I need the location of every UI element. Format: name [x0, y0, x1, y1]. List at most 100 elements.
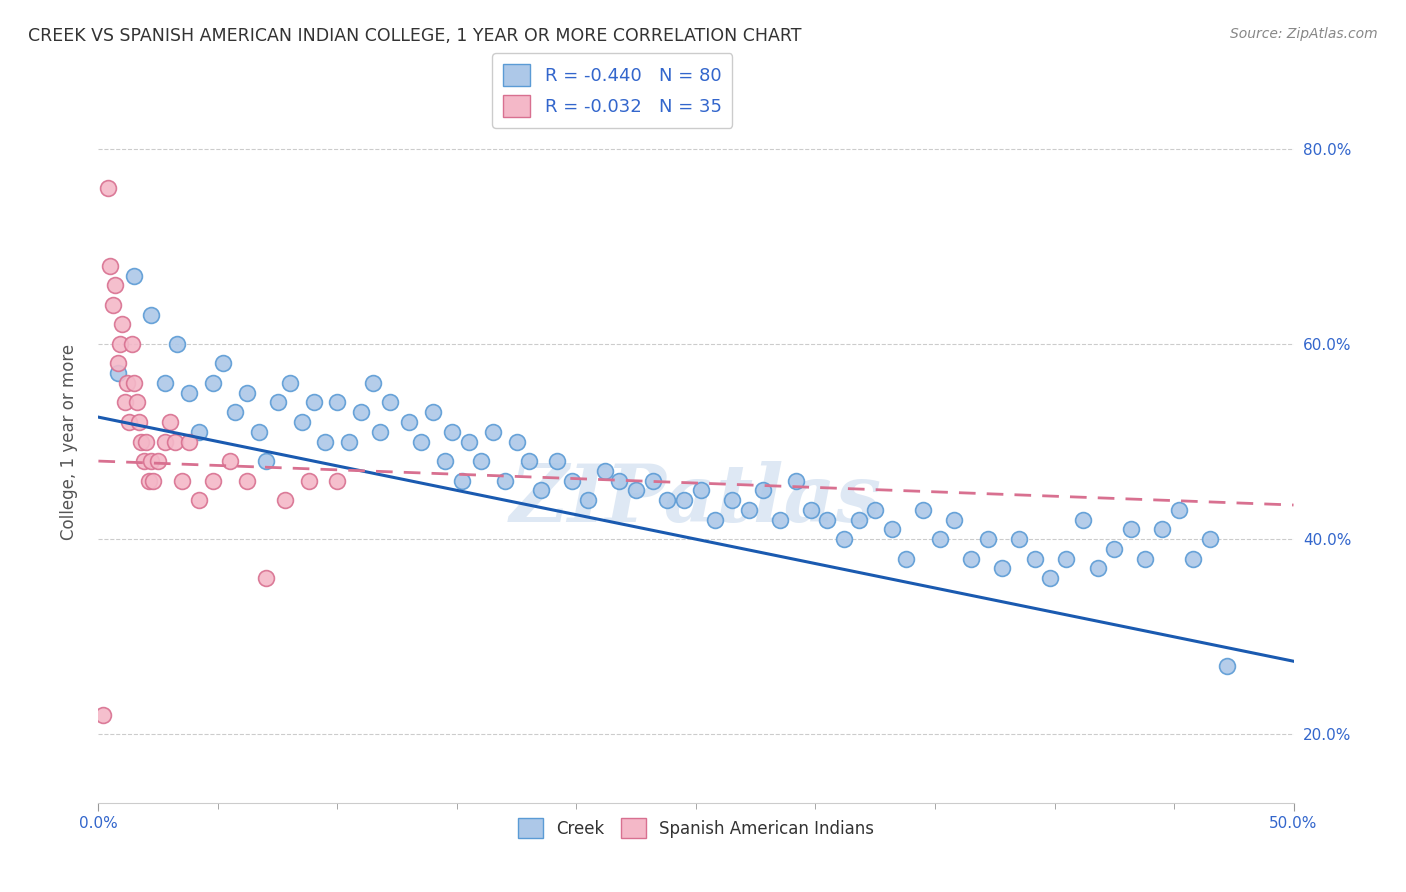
Point — [609, 474, 631, 488]
Point — [202, 376, 225, 390]
Point — [224, 405, 246, 419]
Point — [326, 395, 349, 409]
Point — [960, 551, 983, 566]
Point — [1152, 523, 1174, 537]
Point — [187, 493, 209, 508]
Point — [135, 434, 157, 449]
Point — [1104, 541, 1126, 556]
Point — [148, 454, 170, 468]
Point — [1071, 513, 1094, 527]
Point — [254, 454, 277, 468]
Point — [1215, 659, 1237, 673]
Point — [450, 474, 472, 488]
Point — [481, 425, 505, 439]
Point — [517, 454, 540, 468]
Point — [142, 474, 165, 488]
Point — [657, 493, 679, 508]
Point — [350, 405, 373, 419]
Point — [339, 434, 361, 449]
Point — [785, 474, 807, 488]
Point — [768, 513, 790, 527]
Point — [1182, 551, 1205, 566]
Point — [235, 474, 257, 488]
Point — [530, 483, 553, 498]
Point — [1199, 532, 1222, 546]
Point — [111, 318, 134, 332]
Point — [131, 434, 153, 449]
Point — [848, 513, 870, 527]
Point — [1135, 551, 1157, 566]
Point — [673, 493, 696, 508]
Point — [422, 405, 444, 419]
Point — [125, 395, 148, 409]
Point — [274, 493, 297, 508]
Point — [1039, 571, 1062, 585]
Point — [561, 474, 583, 488]
Point — [593, 464, 616, 478]
Point — [411, 434, 433, 449]
Point — [97, 180, 120, 194]
Legend: Creek, Spanish American Indians: Creek, Spanish American Indians — [510, 812, 882, 845]
Point — [267, 395, 290, 409]
Point — [163, 434, 186, 449]
Point — [546, 454, 568, 468]
Point — [107, 356, 129, 370]
Point — [494, 474, 516, 488]
Point — [326, 474, 349, 488]
Point — [107, 366, 129, 380]
Point — [298, 474, 321, 488]
Point — [1056, 551, 1078, 566]
Text: CREEK VS SPANISH AMERICAN INDIAN COLLEGE, 1 YEAR OR MORE CORRELATION CHART: CREEK VS SPANISH AMERICAN INDIAN COLLEGE… — [28, 27, 801, 45]
Point — [121, 337, 143, 351]
Point — [441, 425, 464, 439]
Point — [752, 483, 775, 498]
Point — [118, 415, 141, 429]
Point — [202, 474, 225, 488]
Point — [1008, 532, 1031, 546]
Point — [911, 503, 934, 517]
Point — [1024, 551, 1046, 566]
Point — [398, 415, 420, 429]
Point — [211, 356, 233, 370]
Point — [943, 513, 966, 527]
Point — [254, 571, 277, 585]
Point — [370, 425, 392, 439]
Point — [132, 454, 155, 468]
Point — [832, 532, 855, 546]
Point — [247, 425, 270, 439]
Point — [880, 523, 903, 537]
Point — [138, 474, 160, 488]
Point — [155, 434, 177, 449]
Point — [278, 376, 301, 390]
Point — [458, 434, 481, 449]
Point — [302, 395, 325, 409]
Point — [865, 503, 887, 517]
Point — [506, 434, 529, 449]
Point — [91, 707, 114, 722]
Point — [896, 551, 918, 566]
Point — [626, 483, 648, 498]
Point — [291, 415, 314, 429]
Point — [315, 434, 337, 449]
Point — [114, 395, 136, 409]
Text: ZIPatlas: ZIPatlas — [510, 460, 882, 538]
Point — [737, 503, 759, 517]
Point — [1087, 561, 1109, 575]
Point — [976, 532, 998, 546]
Point — [187, 425, 209, 439]
Point — [991, 561, 1014, 575]
Point — [98, 259, 122, 273]
Point — [704, 513, 727, 527]
Point — [124, 268, 146, 283]
Point — [155, 376, 177, 390]
Y-axis label: College, 1 year or more: College, 1 year or more — [59, 343, 77, 540]
Point — [928, 532, 950, 546]
Point — [434, 454, 457, 468]
Point — [689, 483, 711, 498]
Point — [378, 395, 401, 409]
Point — [641, 474, 664, 488]
Point — [363, 376, 385, 390]
Text: Source: ZipAtlas.com: Source: ZipAtlas.com — [1230, 27, 1378, 41]
Point — [166, 337, 188, 351]
Point — [179, 385, 201, 400]
